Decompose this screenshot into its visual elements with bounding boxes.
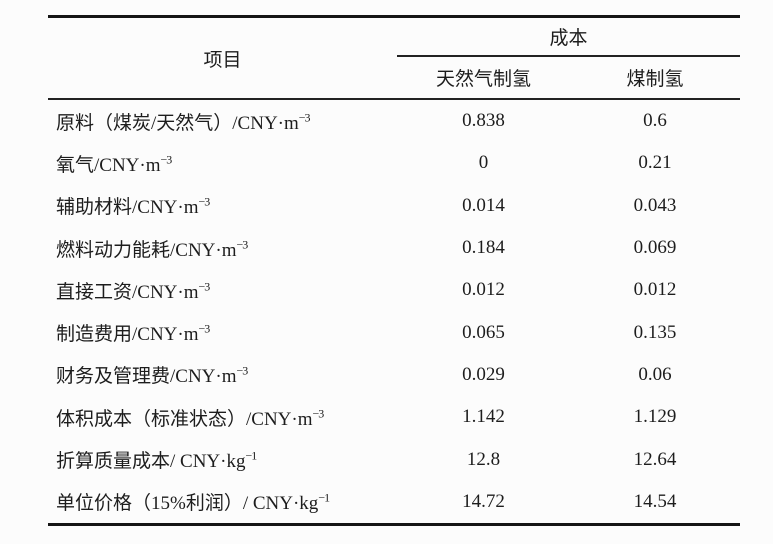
table-row: 原料（煤炭/天然气）/CNY·m−3 0.838 0.6 [48, 100, 740, 142]
row-label-text: 直接工资/CNY·m [56, 281, 199, 303]
row-label-text: 单位价格（15%利润）/ CNY·kg [56, 493, 319, 515]
row-label: 体积成本（标准状态）/CNY·m−3 [48, 404, 397, 431]
cost-table: 项目 成本 天然气制氢 煤制氢 原料（煤炭/天然气）/CNY·m−3 0.838… [48, 15, 740, 526]
value-natural-gas: 0.065 [462, 321, 505, 343]
row-label-text: 财务及管理费/CNY·m [56, 366, 237, 388]
table-row: 体积成本（标准状态）/CNY·m−3 1.142 1.129 [48, 396, 740, 438]
header-cost-label: 成本 [549, 28, 588, 49]
value-natural-gas: 0.184 [462, 237, 505, 259]
unit-exponent: −3 [236, 237, 249, 252]
header-item-column: 项目 [48, 18, 397, 98]
value-natural-gas: 12.8 [466, 448, 501, 470]
row-label: 折算质量成本/ CNY·kg−1 [48, 446, 397, 473]
row-label-text: 燃料动力能耗/CNY·m [56, 239, 237, 261]
row-label-text: 原料（煤炭/天然气）/CNY·m [56, 112, 299, 134]
row-label-text: 制造费用/CNY·m [56, 324, 199, 346]
value-coal: 0.135 [633, 321, 677, 343]
unit-exponent: −1 [245, 448, 257, 463]
unit-exponent: −3 [198, 321, 211, 336]
value-coal: 0.06 [638, 363, 672, 385]
value-coal: 0.012 [633, 279, 677, 301]
table-row: 辅助材料/CNY·m−3 0.014 0.043 [48, 185, 740, 227]
unit-exponent: −3 [298, 110, 311, 125]
unit-exponent: −1 [318, 490, 330, 505]
header-subcol-natural-gas-label: 天然气制氢 [435, 69, 531, 90]
row-label-text: 氧气/CNY·m [56, 154, 161, 176]
value-coal: 14.54 [633, 490, 677, 512]
row-label: 直接工资/CNY·m−3 [48, 277, 397, 304]
value-coal: 0.6 [643, 110, 667, 132]
header-cost-title: 成本 [397, 18, 740, 57]
unit-exponent: −3 [198, 279, 211, 294]
value-natural-gas: 0 [478, 152, 489, 174]
row-label: 单位价格（15%利润）/ CNY·kg−1 [48, 488, 397, 515]
header-subcol-coal: 煤制氢 [570, 57, 740, 98]
row-label: 制造费用/CNY·m−3 [48, 319, 397, 346]
table-row: 燃料动力能耗/CNY·m−3 0.184 0.069 [48, 227, 740, 269]
table-row: 折算质量成本/ CNY·kg−1 12.8 12.64 [48, 438, 740, 480]
unit-exponent: −3 [236, 364, 249, 379]
row-label: 辅助材料/CNY·m−3 [48, 192, 397, 219]
value-coal: 1.129 [633, 406, 677, 428]
table-header: 项目 成本 天然气制氢 煤制氢 [48, 18, 740, 100]
table-row: 直接工资/CNY·m−3 0.012 0.012 [48, 269, 740, 311]
header-subcol-natural-gas: 天然气制氢 [397, 57, 570, 98]
header-item-label: 项目 [203, 49, 242, 71]
row-label: 氧气/CNY·m−3 [48, 150, 397, 177]
header-subcolumns: 天然气制氢 煤制氢 [397, 57, 740, 98]
row-label: 财务及管理费/CNY·m−3 [48, 361, 397, 388]
table-body: 原料（煤炭/天然气）/CNY·m−3 0.838 0.6 氧气/CNY·m−3 … [48, 100, 740, 523]
unit-exponent: −3 [160, 152, 173, 167]
value-coal: 12.64 [633, 448, 677, 470]
value-coal: 0.069 [633, 237, 677, 259]
row-label-text: 体积成本（标准状态）/CNY·m [56, 408, 313, 430]
header-cost-group: 成本 天然气制氢 煤制氢 [397, 18, 740, 98]
row-label-text: 折算质量成本/ CNY·kg [56, 451, 246, 473]
value-natural-gas: 0.838 [462, 110, 505, 132]
unit-exponent: −3 [312, 406, 325, 421]
table-row: 氧气/CNY·m−3 0 0.21 [48, 142, 740, 184]
value-natural-gas: 14.72 [462, 490, 505, 512]
table-row: 单位价格（15%利润）/ CNY·kg−1 14.72 14.54 [48, 481, 740, 523]
value-natural-gas: 0.029 [462, 363, 505, 385]
row-label-text: 辅助材料/CNY·m [56, 197, 199, 219]
table-row: 财务及管理费/CNY·m−3 0.029 0.06 [48, 354, 740, 396]
unit-exponent: −3 [198, 194, 211, 209]
row-label: 燃料动力能耗/CNY·m−3 [48, 235, 397, 262]
value-natural-gas: 0.012 [462, 279, 505, 301]
table-row: 制造费用/CNY·m−3 0.065 0.135 [48, 311, 740, 353]
value-natural-gas: 1.142 [462, 406, 505, 428]
value-natural-gas: 0.014 [462, 194, 505, 216]
row-label: 原料（煤炭/天然气）/CNY·m−3 [48, 108, 397, 135]
value-coal: 0.043 [633, 194, 677, 216]
value-coal: 0.21 [638, 152, 672, 174]
header-subcol-coal-label: 煤制氢 [626, 69, 684, 90]
